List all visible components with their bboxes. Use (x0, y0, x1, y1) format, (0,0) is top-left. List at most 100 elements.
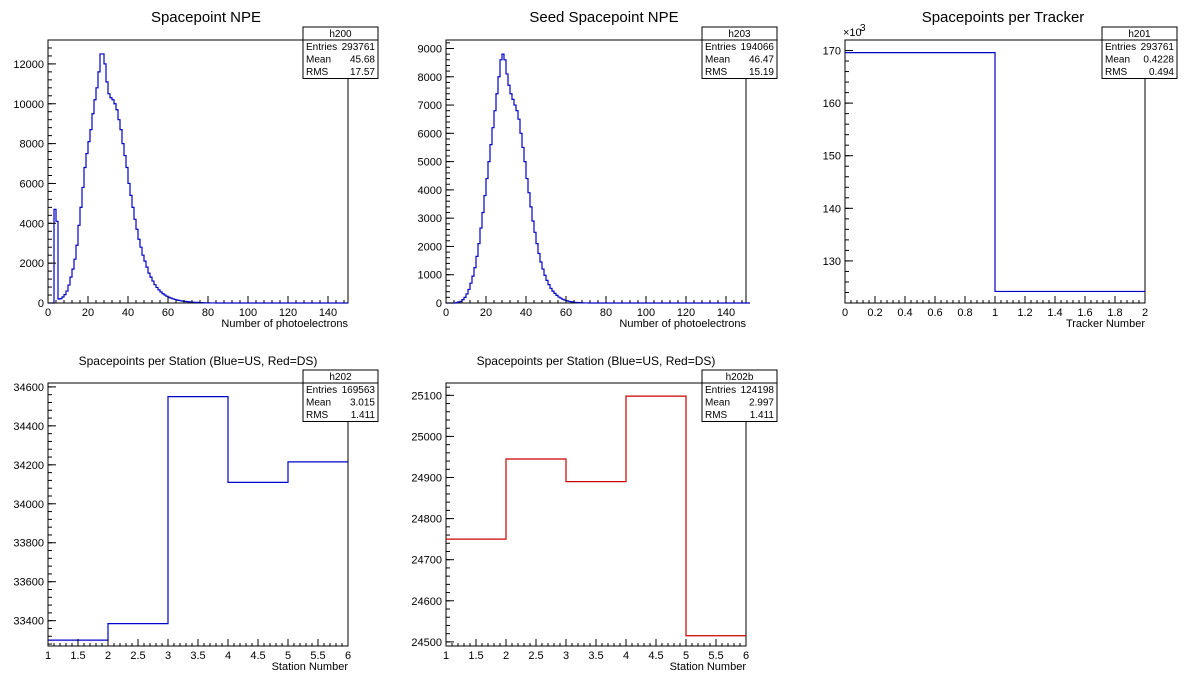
x-tick-label: 3 (563, 650, 569, 662)
x-tick-label: 120 (279, 307, 297, 319)
stats-box: h200 Entries 293761 Mean 45.68 RMS 17.57 (302, 26, 379, 79)
y-tick-label: 6000 (20, 178, 44, 190)
x-tick-label: 5.5 (708, 650, 723, 662)
y-tick-label: 0 (38, 298, 44, 310)
x-tick-label: 6 (743, 650, 749, 662)
y-tick-label: 34400 (13, 421, 44, 433)
x-tick-label: 20 (82, 307, 94, 319)
x-tick-label: 0.2 (867, 307, 882, 319)
y-axis: 33400 33600 33800 34000 34200 34400 34600 (13, 382, 56, 645)
x-tick-label: 4.5 (648, 650, 663, 662)
x-tick-label: 1 (45, 650, 51, 662)
stats-value: 3.015 (350, 398, 375, 409)
stats-value: 45.68 (350, 55, 375, 66)
y-tick-label: 12000 (13, 59, 44, 71)
stats-label: Mean (705, 398, 730, 409)
x-tick-label: 4 (623, 650, 629, 662)
x-tick-label: 100 (239, 307, 257, 319)
x-tick-label: 40 (122, 307, 134, 319)
y-tick-label: 24500 (411, 637, 442, 649)
stats-box-frame (302, 26, 379, 79)
x-tick-label: 0 (45, 307, 51, 319)
stats-label: Entries (705, 385, 736, 396)
y-exponent-power: 3 (860, 23, 866, 34)
chart-title: Spacepoints per Tracker (922, 9, 1085, 26)
y-tick-label: 160 (823, 98, 841, 110)
x-axis-label: Station Number (272, 661, 349, 673)
x-tick-label: 1 (443, 650, 449, 662)
x-tick-label: 80 (202, 307, 214, 319)
x-tick-label: 6 (345, 650, 351, 662)
x-tick-label: 1.6 (1077, 307, 1092, 319)
x-axis-label: Tracker Number (1066, 318, 1145, 330)
histogram-panel-3: Spacepoints per Tracker 0 0.2 0.4 0.6 0.8 1 1.2… (823, 9, 1178, 330)
y-tick-label: 33600 (13, 577, 44, 589)
x-tick-label: 3.5 (190, 650, 205, 662)
x-tick-label: 5.5 (310, 650, 325, 662)
x-tick-label: 1.4 (1047, 307, 1062, 319)
x-tick-label: 2 (503, 650, 509, 662)
stats-label: RMS (1105, 67, 1128, 78)
x-tick-label: 0.4 (897, 307, 912, 319)
y-tick-label: 10000 (13, 99, 44, 111)
stats-name: h201 (1128, 29, 1151, 40)
stats-value: 1.411 (351, 410, 376, 421)
stats-box: h203 Entries 194066 Mean 46.47 RMS 15.19 (701, 26, 778, 79)
y-tick-label: 1000 (418, 270, 442, 282)
plot-frame (445, 39, 747, 304)
x-axis-label: Number of photoelectrons (221, 318, 348, 330)
y-axis: 0 1000 2000 3000 4000 5000 6000 7000 8000 9000 (418, 42, 454, 310)
x-tick-label: 100 (637, 307, 655, 319)
y-tick-label: 24700 (411, 555, 442, 567)
stats-value: 15.19 (749, 67, 774, 78)
x-tick-label: 4 (225, 650, 231, 662)
y-tick-label: 25100 (411, 390, 442, 402)
y-exponent-label: ×10 (843, 27, 862, 39)
stats-value: 0.4228 (1143, 55, 1174, 66)
stats-label: RMS (306, 67, 329, 78)
stats-value: 169563 (342, 385, 376, 396)
x-tick-label: 120 (677, 307, 695, 319)
y-tick-label: 130 (823, 256, 841, 268)
y-axis: 24500 24600 24700 24800 24900 25000 25100 (411, 386, 454, 649)
y-tick-label: 34000 (13, 499, 44, 511)
x-tick-label: 140 (717, 307, 735, 319)
stats-box-frame (302, 369, 379, 422)
x-tick-label: 60 (162, 307, 174, 319)
histogram-panel-2: Seed Spacepoint NPE 0 20 40 60 80 100 120 140Num… (418, 9, 778, 330)
x-tick-label: 2 (1142, 307, 1148, 319)
stats-label: Entries (306, 385, 337, 396)
y-tick-label: 170 (823, 46, 841, 58)
x-tick-label: 40 (520, 307, 532, 319)
x-tick-label: 1.5 (70, 650, 85, 662)
x-tick-label: 1.2 (1017, 307, 1032, 319)
stats-label: Mean (306, 55, 331, 66)
y-tick-label: 0 (436, 298, 442, 310)
stats-value: 17.57 (350, 67, 375, 78)
x-tick-label: 3 (165, 650, 171, 662)
plot-frame (445, 382, 747, 647)
stats-label: Mean (705, 55, 730, 66)
histogram-panel-4: Spacepoints per Station (Blue=US, Red=DS… (13, 354, 379, 673)
x-tick-label: 0.6 (927, 307, 942, 319)
x-tick-label: 0.8 (957, 307, 972, 319)
stats-label: Mean (306, 398, 331, 409)
x-tick-label: 2 (105, 650, 111, 662)
x-tick-label: 5 (683, 650, 689, 662)
stats-value: 2.997 (749, 398, 774, 409)
y-tick-label: 33800 (13, 538, 44, 550)
y-tick-label: 34200 (13, 460, 44, 472)
stats-box: h202b Entries 124198 Mean 2.997 RMS 1.411 (701, 369, 778, 422)
y-tick-label: 8000 (418, 72, 442, 84)
y-tick-label: 3000 (418, 213, 442, 225)
stats-value: 46.47 (749, 55, 774, 66)
x-tick-label: 60 (560, 307, 572, 319)
y-tick-label: 5000 (418, 157, 442, 169)
stats-label: Entries (1105, 42, 1136, 53)
plot-frame (47, 39, 349, 304)
x-tick-label: 1 (992, 307, 998, 319)
